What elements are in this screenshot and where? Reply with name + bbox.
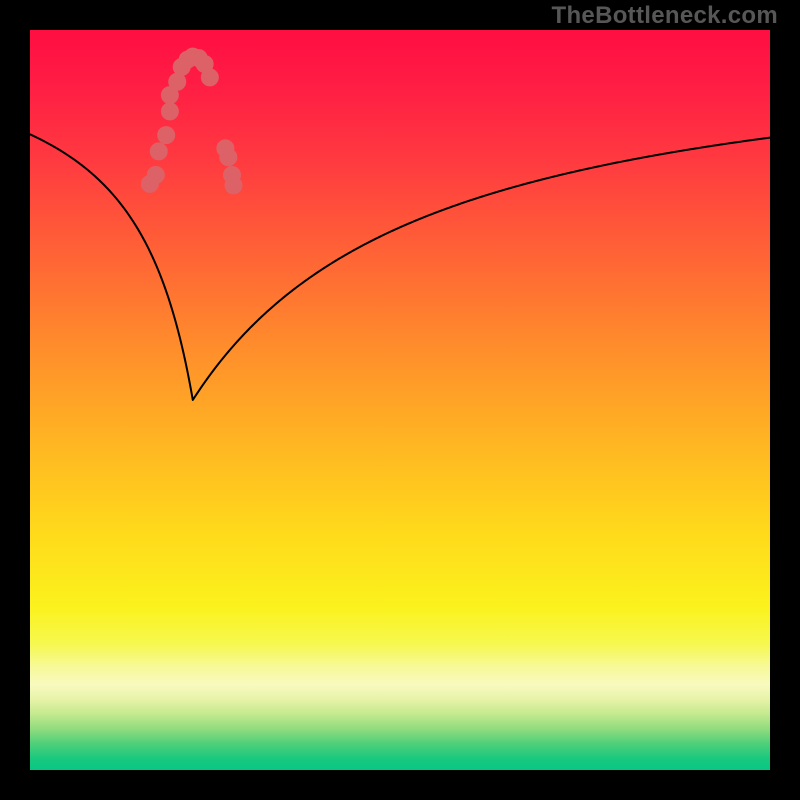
data-marker: [220, 149, 237, 166]
data-marker: [147, 167, 164, 184]
plot-area: [30, 30, 770, 770]
bottleneck-curve: [30, 134, 770, 400]
data-marker: [225, 177, 242, 194]
data-marker: [150, 143, 167, 160]
watermark-text: TheBottleneck.com: [552, 2, 778, 30]
chart-frame: TheBottleneck.com: [0, 0, 800, 800]
curve-layer: [30, 30, 770, 770]
data-marker: [158, 127, 175, 144]
marker-group: [141, 48, 242, 194]
data-marker: [161, 103, 178, 120]
data-marker: [201, 69, 218, 86]
